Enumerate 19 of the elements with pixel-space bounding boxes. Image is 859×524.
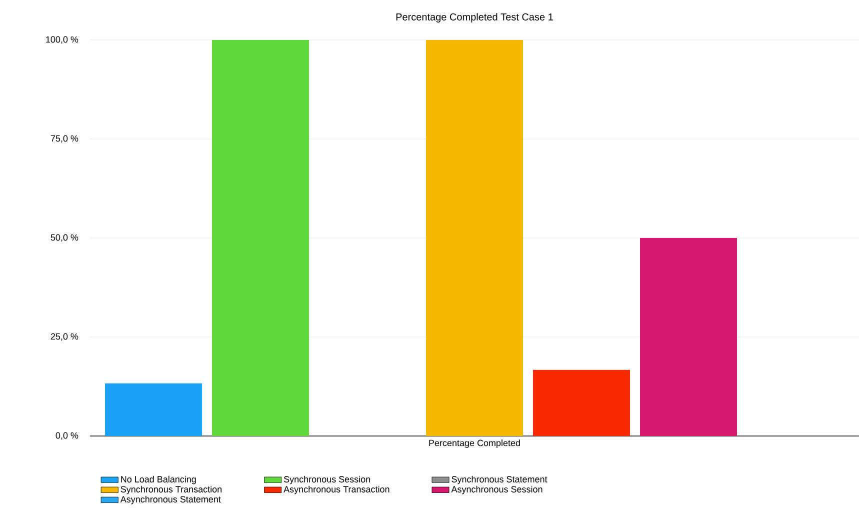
legend-label: No Load Balancing bbox=[121, 476, 196, 484]
legend-label: Asynchronous Transaction bbox=[284, 486, 390, 494]
y-tick-label: 50,0 % bbox=[50, 234, 78, 242]
x-tick-label: Percentage Completed bbox=[429, 440, 520, 448]
y-tick-label: 0,0 % bbox=[56, 432, 78, 440]
legend-label: Synchronous Statement bbox=[452, 476, 548, 484]
bar bbox=[640, 238, 737, 436]
chart-title: Percentage Completed Test Case 1 bbox=[396, 13, 553, 22]
bar bbox=[105, 383, 202, 436]
bar bbox=[533, 370, 630, 436]
bar bbox=[212, 40, 310, 436]
legend-label: Synchronous Transaction bbox=[120, 486, 222, 494]
bar bbox=[426, 40, 524, 436]
legend-label: Asynchronous Session bbox=[451, 486, 542, 494]
y-tick-label: 100,0 % bbox=[46, 36, 78, 44]
y-tick-label: 75,0 % bbox=[50, 135, 78, 143]
y-tick-label: 25,0 % bbox=[50, 333, 78, 341]
legend-label: Synchronous Session bbox=[284, 476, 370, 484]
legend-label: Asynchronous Statement bbox=[120, 496, 221, 504]
